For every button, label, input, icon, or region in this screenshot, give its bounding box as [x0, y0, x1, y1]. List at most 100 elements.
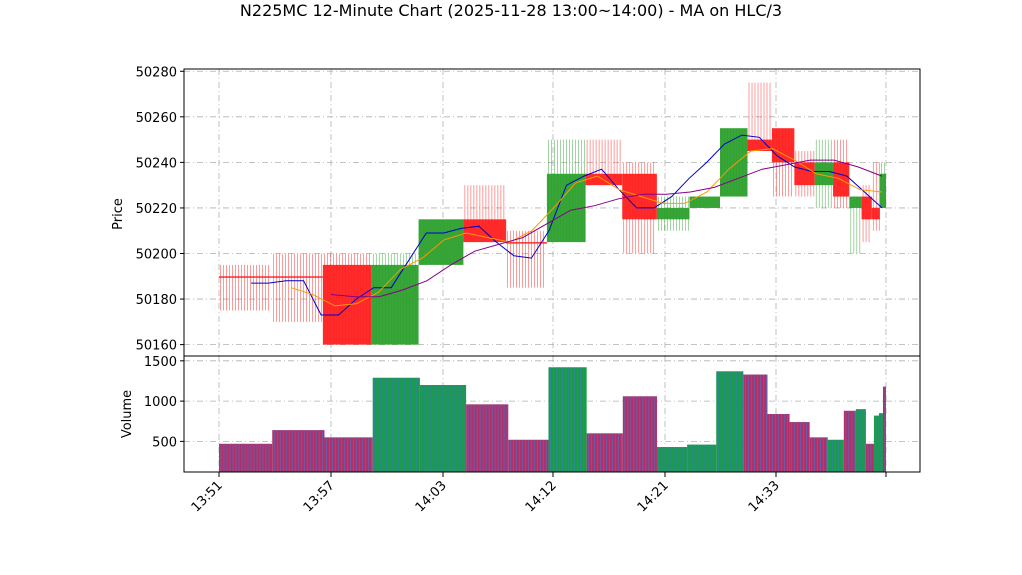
candle	[794, 151, 815, 197]
price-axis-label: Price	[111, 198, 126, 230]
candle	[771, 128, 795, 197]
price-tick-label: 50240	[136, 156, 177, 171]
volume-bar	[419, 385, 467, 472]
moving-average-line	[251, 134, 883, 316]
volume-bar	[865, 443, 874, 472]
candle-body	[506, 242, 547, 244]
candle-body	[861, 196, 872, 220]
price-tick-label: 50160	[136, 339, 177, 354]
candle-body	[747, 139, 772, 151]
volume-bar	[466, 404, 509, 472]
volume-bar	[622, 396, 657, 472]
candle-body	[771, 128, 795, 163]
volume-bar	[656, 447, 688, 472]
candle	[463, 185, 507, 243]
volume-bar-fill	[219, 443, 273, 472]
candle-body	[371, 264, 419, 345]
candle	[814, 139, 834, 208]
candle	[879, 162, 886, 208]
candle	[271, 253, 323, 322]
volume-bar-fill	[687, 444, 717, 472]
volume-tick-label: 1000	[144, 395, 177, 410]
volume-bar	[767, 414, 790, 472]
candle	[506, 230, 547, 288]
candle	[861, 185, 872, 243]
chart-title: N225MC 12-Minute Chart (2025-11-28 13:00…	[240, 1, 782, 20]
price-tick-label: 50200	[136, 248, 177, 263]
candle	[219, 264, 272, 311]
x-tick-label: 14:03	[413, 478, 450, 515]
volume-bar	[789, 422, 810, 472]
volume-bar-fill	[548, 367, 587, 472]
x-tick-label: 14:12	[523, 478, 560, 515]
volume-bar	[272, 430, 325, 472]
candle-body	[849, 196, 862, 208]
price-tick-label: 50220	[136, 202, 177, 217]
volume-bar-fill	[372, 377, 420, 472]
price-tick-label: 50260	[136, 111, 177, 126]
x-axis: 13:51 13:57 14:03 14:12 14:21 14:33	[189, 472, 887, 515]
candle	[747, 82, 772, 151]
volume-bar-fill	[809, 437, 828, 472]
volume-bar-fill	[865, 443, 874, 472]
volume-bar	[548, 367, 587, 472]
x-tick-label: 13:57	[301, 478, 338, 515]
candle-body	[656, 207, 690, 220]
candle-body	[871, 207, 880, 220]
candle-body	[689, 196, 721, 208]
volume-bar-fill	[882, 386, 886, 472]
candle-body	[219, 276, 272, 278]
candle-body	[794, 162, 815, 186]
candle-body	[720, 128, 748, 197]
volume-bar-fill	[843, 410, 856, 472]
volume-bar	[743, 374, 768, 472]
x-tick-label: 13:51	[189, 478, 226, 515]
volume-bar-fill	[656, 447, 688, 472]
volume-bar-fill	[743, 374, 768, 472]
volume-bar	[508, 439, 549, 472]
volume-bar-fill	[586, 433, 623, 472]
candle	[656, 196, 690, 231]
volume-tick-label: 1500	[144, 355, 177, 370]
candle-body	[879, 173, 886, 208]
candle-body	[585, 173, 623, 186]
candle	[546, 139, 586, 243]
volume-bar	[586, 433, 623, 472]
x-tick-label: 14:33	[746, 478, 783, 515]
volume-bar	[372, 377, 420, 472]
volume-bar	[873, 415, 879, 472]
volume-bar-fill	[873, 415, 879, 472]
volume-bar	[827, 439, 844, 472]
moving-average-line	[290, 148, 883, 307]
volume-bar-fill	[466, 404, 509, 472]
candle	[833, 139, 850, 208]
candle	[720, 128, 748, 197]
price-tick-label: 50180	[136, 293, 177, 308]
x-tick-label: 14:21	[635, 478, 672, 515]
candle-body	[271, 276, 323, 278]
volume-bar	[324, 437, 373, 472]
volume-bar	[219, 443, 273, 472]
volume-tick-label: 500	[152, 435, 177, 450]
volume-bar-fill	[716, 371, 744, 472]
volume-bar	[878, 413, 883, 472]
volume-bar	[882, 386, 886, 472]
volume-bar	[687, 444, 717, 472]
moving-average-line	[330, 159, 883, 298]
candle-body	[814, 162, 834, 186]
candle	[371, 253, 419, 345]
volume-panel-frame	[183, 355, 921, 473]
volume-axis-label: Volume	[120, 390, 135, 438]
price-panel: 50160 50180 50200 50220 50240 50260 50280	[136, 65, 921, 357]
volume-bar	[843, 410, 856, 472]
candle	[849, 196, 862, 254]
candle-body	[546, 173, 586, 243]
candle	[689, 196, 721, 208]
volume-bar	[855, 409, 866, 472]
candle-body	[463, 219, 507, 243]
volume-bar	[716, 371, 744, 472]
volume-panel: 500 1000 1500	[144, 355, 921, 473]
price-tick-label: 50280	[136, 65, 177, 80]
volume-bar	[809, 437, 828, 472]
